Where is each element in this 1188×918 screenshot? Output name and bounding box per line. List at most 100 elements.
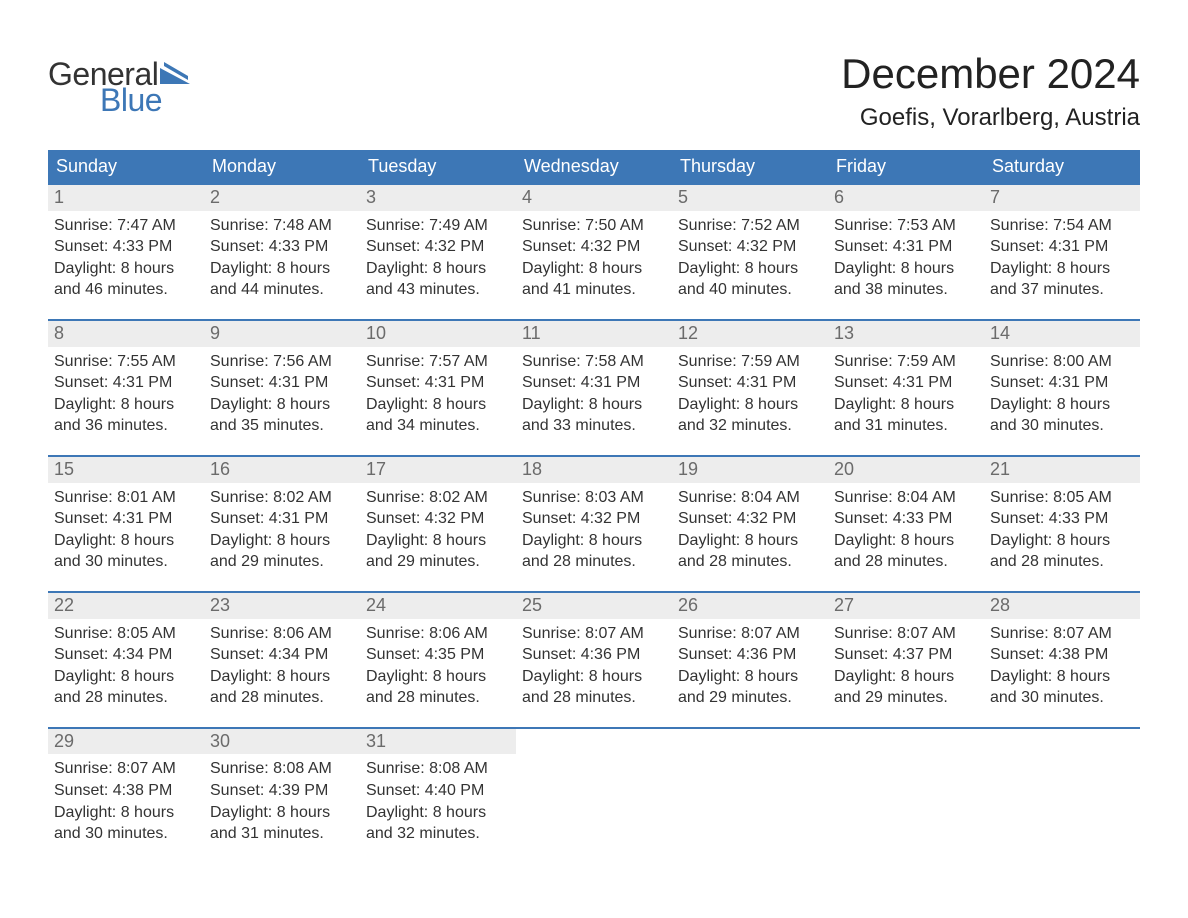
daylight-line-1: Daylight: 8 hours (522, 258, 666, 280)
day-body: Sunrise: 8:07 AMSunset: 4:37 PMDaylight:… (828, 619, 984, 713)
dow-monday: Monday (204, 150, 360, 183)
daylight-line-1: Daylight: 8 hours (990, 258, 1134, 280)
page: General Blue December 2024 Goefis, Vorar… (0, 0, 1188, 889)
flag-icon (160, 62, 190, 84)
day-number: 21 (984, 457, 1140, 483)
day-number: 15 (48, 457, 204, 483)
sunrise-line: Sunrise: 8:05 AM (990, 487, 1134, 509)
daylight-line-2: and 28 minutes. (522, 687, 666, 709)
day-body: Sunrise: 8:05 AMSunset: 4:34 PMDaylight:… (48, 619, 204, 713)
sunrise-line: Sunrise: 8:00 AM (990, 351, 1134, 373)
day-cell: 30Sunrise: 8:08 AMSunset: 4:39 PMDayligh… (204, 729, 360, 849)
sunset-line: Sunset: 4:34 PM (54, 644, 198, 666)
daylight-line-1: Daylight: 8 hours (54, 394, 198, 416)
day-body: Sunrise: 8:06 AMSunset: 4:35 PMDaylight:… (360, 619, 516, 713)
title-block: December 2024 Goefis, Vorarlberg, Austri… (841, 50, 1140, 132)
day-number: 1 (48, 185, 204, 211)
dow-thursday: Thursday (672, 150, 828, 183)
day-number: 3 (360, 185, 516, 211)
day-number: 28 (984, 593, 1140, 619)
day-cell: 11Sunrise: 7:58 AMSunset: 4:31 PMDayligh… (516, 321, 672, 441)
daylight-line-2: and 29 minutes. (366, 551, 510, 573)
daylight-line-2: and 33 minutes. (522, 415, 666, 437)
daylight-line-2: and 32 minutes. (678, 415, 822, 437)
day-body: Sunrise: 8:04 AMSunset: 4:32 PMDaylight:… (672, 483, 828, 577)
day-body: Sunrise: 8:06 AMSunset: 4:34 PMDaylight:… (204, 619, 360, 713)
sunset-line: Sunset: 4:31 PM (834, 372, 978, 394)
day-number: 22 (48, 593, 204, 619)
day-body: Sunrise: 7:48 AMSunset: 4:33 PMDaylight:… (204, 211, 360, 305)
day-body: Sunrise: 7:59 AMSunset: 4:31 PMDaylight:… (828, 347, 984, 441)
day-cell: 13Sunrise: 7:59 AMSunset: 4:31 PMDayligh… (828, 321, 984, 441)
sunrise-line: Sunrise: 7:50 AM (522, 215, 666, 237)
daylight-line-1: Daylight: 8 hours (210, 258, 354, 280)
week-row: 22Sunrise: 8:05 AMSunset: 4:34 PMDayligh… (48, 591, 1140, 713)
daylight-line-2: and 28 minutes. (522, 551, 666, 573)
sunrise-line: Sunrise: 7:52 AM (678, 215, 822, 237)
sunset-line: Sunset: 4:31 PM (210, 372, 354, 394)
daylight-line-1: Daylight: 8 hours (210, 394, 354, 416)
daylight-line-1: Daylight: 8 hours (678, 258, 822, 280)
day-cell: 21Sunrise: 8:05 AMSunset: 4:33 PMDayligh… (984, 457, 1140, 577)
daylight-line-1: Daylight: 8 hours (54, 666, 198, 688)
sunset-line: Sunset: 4:34 PM (210, 644, 354, 666)
daylight-line-2: and 30 minutes. (990, 687, 1134, 709)
sunset-line: Sunset: 4:35 PM (366, 644, 510, 666)
sunset-line: Sunset: 4:33 PM (834, 508, 978, 530)
sunrise-line: Sunrise: 8:07 AM (678, 623, 822, 645)
daylight-line-1: Daylight: 8 hours (990, 394, 1134, 416)
sunset-line: Sunset: 4:31 PM (522, 372, 666, 394)
day-cell: 2Sunrise: 7:48 AMSunset: 4:33 PMDaylight… (204, 185, 360, 305)
daylight-line-2: and 36 minutes. (54, 415, 198, 437)
week-row: 8Sunrise: 7:55 AMSunset: 4:31 PMDaylight… (48, 319, 1140, 441)
daylight-line-1: Daylight: 8 hours (522, 666, 666, 688)
day-cell: 26Sunrise: 8:07 AMSunset: 4:36 PMDayligh… (672, 593, 828, 713)
day-number: 5 (672, 185, 828, 211)
day-body: Sunrise: 8:04 AMSunset: 4:33 PMDaylight:… (828, 483, 984, 577)
day-cell: 31Sunrise: 8:08 AMSunset: 4:40 PMDayligh… (360, 729, 516, 849)
day-cell: 19Sunrise: 8:04 AMSunset: 4:32 PMDayligh… (672, 457, 828, 577)
sunrise-line: Sunrise: 7:47 AM (54, 215, 198, 237)
sunrise-line: Sunrise: 8:04 AM (678, 487, 822, 509)
day-number: 27 (828, 593, 984, 619)
day-cell: 15Sunrise: 8:01 AMSunset: 4:31 PMDayligh… (48, 457, 204, 577)
sunset-line: Sunset: 4:32 PM (366, 508, 510, 530)
day-number: 24 (360, 593, 516, 619)
daylight-line-2: and 28 minutes. (210, 687, 354, 709)
sunrise-line: Sunrise: 8:07 AM (834, 623, 978, 645)
sunrise-line: Sunrise: 8:03 AM (522, 487, 666, 509)
day-number: 26 (672, 593, 828, 619)
day-cell: 28Sunrise: 8:07 AMSunset: 4:38 PMDayligh… (984, 593, 1140, 713)
sunset-line: Sunset: 4:31 PM (678, 372, 822, 394)
sunset-line: Sunset: 4:38 PM (54, 780, 198, 802)
day-body: Sunrise: 7:56 AMSunset: 4:31 PMDaylight:… (204, 347, 360, 441)
sunrise-line: Sunrise: 8:07 AM (990, 623, 1134, 645)
sunrise-line: Sunrise: 7:53 AM (834, 215, 978, 237)
day-body: Sunrise: 8:08 AMSunset: 4:39 PMDaylight:… (204, 754, 360, 848)
day-number: 13 (828, 321, 984, 347)
daylight-line-1: Daylight: 8 hours (366, 394, 510, 416)
daylight-line-2: and 30 minutes. (54, 823, 198, 845)
day-cell: 5Sunrise: 7:52 AMSunset: 4:32 PMDaylight… (672, 185, 828, 305)
day-number: 8 (48, 321, 204, 347)
location-subtitle: Goefis, Vorarlberg, Austria (841, 104, 1140, 132)
sunset-line: Sunset: 4:31 PM (210, 508, 354, 530)
day-number: 25 (516, 593, 672, 619)
weeks-container: 1 Sunrise: 7:47 AM Sunset: 4:33 PM Daylight… (48, 183, 1140, 849)
sunrise-line: Sunrise: 8:08 AM (366, 758, 510, 780)
daylight-line-2: and 30 minutes. (990, 415, 1134, 437)
sunset-line: Sunset: 4:31 PM (834, 236, 978, 258)
daylight-line-2: and 28 minutes. (990, 551, 1134, 573)
sunset-line: Sunset: 4:32 PM (678, 508, 822, 530)
daylight-line-2: and 29 minutes. (210, 551, 354, 573)
dow-sunday: Sunday (48, 150, 204, 183)
daylight-line-2: and 40 minutes. (678, 279, 822, 301)
sunrise-line: Sunrise: 7:48 AM (210, 215, 354, 237)
day-body: Sunrise: 7:58 AMSunset: 4:31 PMDaylight:… (516, 347, 672, 441)
day-body: Sunrise: 7:49 AMSunset: 4:32 PMDaylight:… (360, 211, 516, 305)
header: General Blue December 2024 Goefis, Vorar… (48, 50, 1140, 132)
daylight-line-2: and 35 minutes. (210, 415, 354, 437)
day-body: Sunrise: 8:03 AMSunset: 4:32 PMDaylight:… (516, 483, 672, 577)
dow-friday: Friday (828, 150, 984, 183)
daylight-line-2: and 31 minutes. (834, 415, 978, 437)
